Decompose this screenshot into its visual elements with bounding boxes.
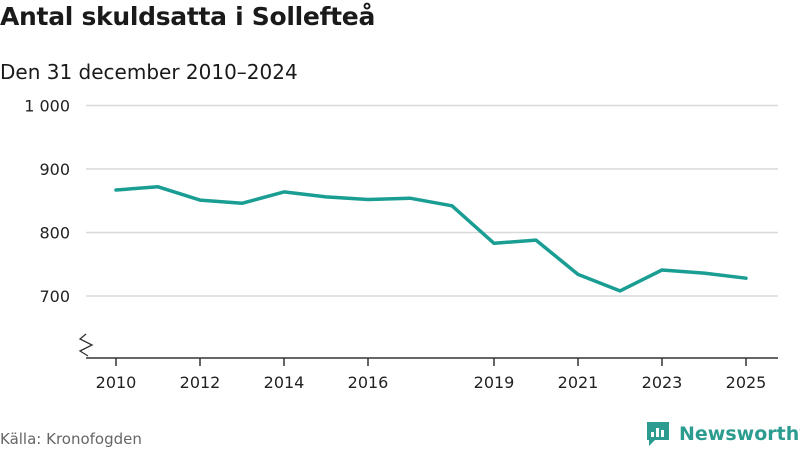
data-point — [156, 185, 160, 189]
x-tick-label: 2021 — [558, 373, 599, 392]
chart-title: Antal skuldsatta i Sollefteå — [0, 2, 376, 31]
axis-break-icon — [78, 333, 94, 357]
data-point — [534, 238, 538, 242]
data-point — [366, 197, 370, 201]
y-tick-label: 900 — [39, 160, 70, 179]
newsworthy-icon — [647, 422, 669, 446]
x-tick-label: 2016 — [348, 373, 389, 392]
data-point — [408, 196, 412, 200]
data-point — [576, 272, 580, 276]
y-tick-label: 1 000 — [24, 97, 70, 116]
data-point — [702, 271, 706, 275]
data-point — [660, 268, 664, 272]
data-point — [198, 198, 202, 202]
data-point — [240, 201, 244, 205]
data-point — [492, 241, 496, 245]
x-tick-label: 2025 — [726, 373, 767, 392]
data-point — [324, 195, 328, 199]
x-tick-label: 2012 — [180, 373, 221, 392]
data-point — [282, 190, 286, 194]
data-point — [618, 289, 622, 293]
source-note: Källa: Kronofogden — [0, 430, 142, 448]
x-tick-label: 2014 — [264, 373, 305, 392]
chart-subtitle: Den 31 december 2010–2024 — [0, 60, 298, 84]
brand-name: Newsworthy — [679, 423, 800, 445]
data-point — [744, 276, 748, 280]
x-tick-label: 2019 — [474, 373, 515, 392]
x-tick-label: 2023 — [642, 373, 683, 392]
x-tick-label: 2010 — [96, 373, 137, 392]
series-line — [114, 185, 748, 293]
data-point — [450, 204, 454, 208]
y-tick-label: 800 — [39, 224, 70, 243]
newsworthy-logo: Newsworthy — [645, 420, 800, 448]
y-tick-label: 700 — [39, 287, 70, 306]
data-point — [114, 188, 118, 192]
